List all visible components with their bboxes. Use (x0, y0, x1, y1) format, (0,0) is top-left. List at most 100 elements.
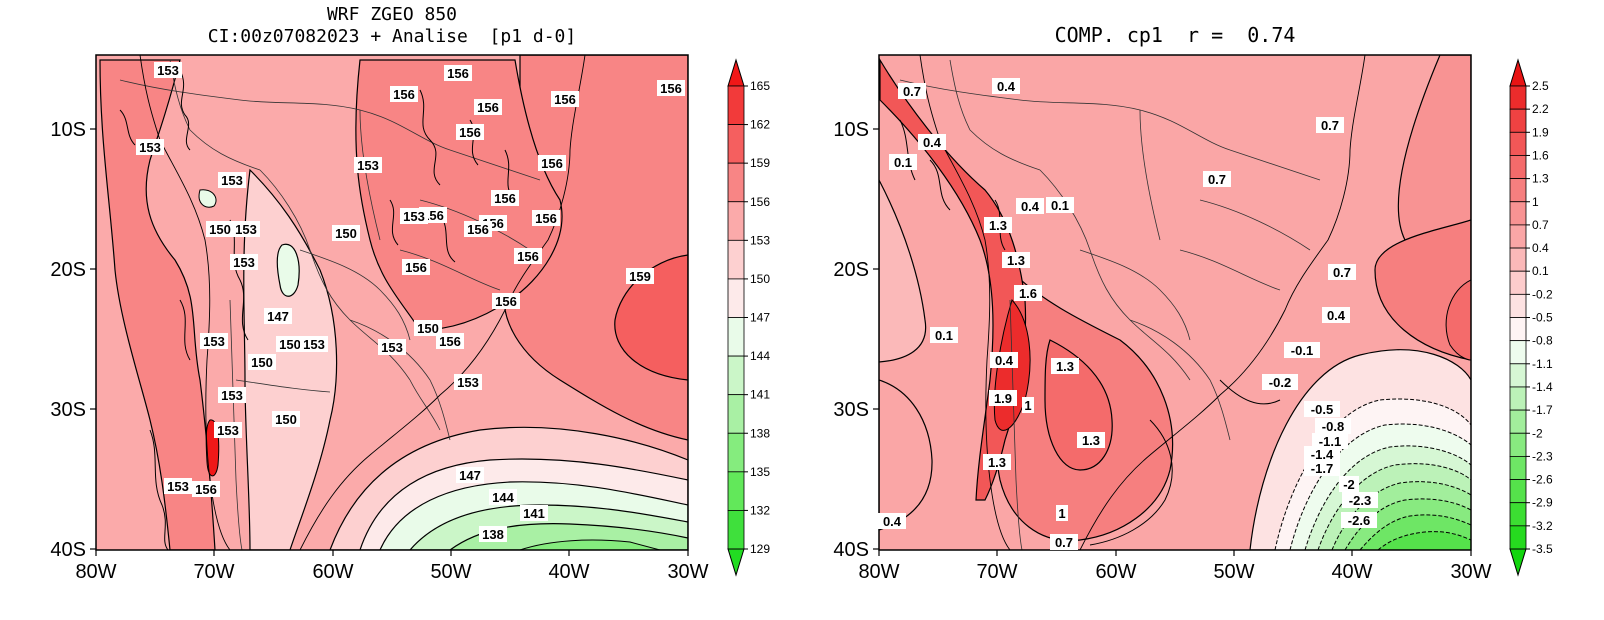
contour-label-bg (206, 221, 234, 237)
lon-tick: 30W (667, 561, 708, 583)
contour-label-bg (990, 352, 1018, 368)
contour-label-bg (264, 308, 292, 324)
contour-label-bg (532, 210, 560, 226)
contour-label: 153 (221, 173, 243, 188)
contour-label: 147 (459, 468, 481, 483)
contour-label-bg (626, 268, 654, 284)
contour-label-bg (1056, 505, 1068, 521)
colorbar-label: 1.3 (1532, 172, 1549, 186)
colorbar-label: 153 (750, 233, 770, 247)
contour-label: 0.4 (883, 514, 902, 529)
contour-label-bg (154, 62, 182, 78)
contour-label: 141 (523, 506, 545, 521)
colorbar-label: 132 (750, 503, 770, 517)
colorbar-label: 1.6 (1532, 148, 1549, 162)
contour-label-bg (489, 489, 517, 505)
contour-label: 153 (457, 375, 479, 390)
contour-label-bg (992, 78, 1020, 94)
contour-label: 156 (535, 211, 557, 226)
colorbar-label: -2.3 (1532, 449, 1553, 463)
contour-label-bg (657, 80, 685, 96)
colorbar-swatch (727, 201, 745, 241)
lon-tick: 80W (75, 561, 116, 583)
contour-label-bg (1284, 342, 1320, 358)
colorbar-swatch (1509, 317, 1527, 342)
contour-label: 156 (439, 334, 461, 349)
colorbar-label: -2 (1532, 426, 1543, 440)
colorbar-label: 165 (750, 79, 770, 93)
contour-label: 156 (195, 482, 217, 497)
map-frame (878, 54, 1472, 551)
contour-label: 1 (1058, 506, 1065, 521)
contour-label-bg (164, 478, 192, 494)
contour-label-bg (444, 65, 472, 81)
contour-label-bg (1051, 358, 1079, 374)
contour-label-bg (1304, 460, 1340, 476)
contour-label: 0.7 (1055, 535, 1073, 550)
contour-label: 159 (629, 269, 651, 284)
colorbar-swatch (727, 124, 745, 164)
contour-labels: 0.7 0.4 0.1 0.4 0.7 0.7 0.4 0.1 1.3 1.3 1.6 0.7 0.4 0… (878, 78, 1378, 550)
contour-label-bg (918, 134, 946, 150)
contour-noise (119, 69, 516, 550)
contour-label: 153 (157, 63, 179, 78)
contour-label: 147 (267, 309, 289, 324)
contour-label: 0.7 (1208, 172, 1226, 187)
contour-label: 153 (221, 388, 243, 403)
panel-title: COMP. cp1 r = 0.74 (1055, 23, 1296, 47)
lon-tick: 30W (1450, 561, 1491, 583)
contour-label: 156 (405, 260, 427, 275)
contour-label: 156 (541, 156, 563, 171)
colorbar-label: 150 (750, 272, 770, 286)
colorbar-label: -3.5 (1532, 542, 1553, 556)
contour-label: 0.1 (935, 328, 953, 343)
contour-label: 0.7 (1333, 265, 1351, 280)
contour-label-bg (400, 208, 428, 224)
contour-label: 1.3 (1056, 359, 1074, 374)
colorbar-label: -1.1 (1532, 357, 1553, 371)
contour-label: 156 (517, 249, 539, 264)
contour-label-bg (390, 86, 418, 102)
contour-label-bg (1304, 401, 1340, 417)
contour-label-bg (354, 157, 382, 173)
lat-tick: 40S (50, 539, 86, 561)
contour-label-bg (1316, 117, 1344, 133)
lon-tick: 60W (1095, 561, 1136, 583)
contour-label: 1.3 (1007, 253, 1025, 268)
colorbar-label: -2.9 (1532, 496, 1553, 510)
coastline (139, 55, 586, 550)
colorbar-swatch (1509, 108, 1527, 133)
contour-label: 0.7 (1321, 118, 1339, 133)
contour-label: 153 (357, 158, 379, 173)
contour-label-bg (479, 526, 507, 542)
contour-label-bg (898, 83, 926, 99)
contour-label: 153 (167, 479, 189, 494)
colorbar-label: 0.4 (1532, 241, 1549, 255)
colorbar-top-arrow (727, 58, 745, 87)
map-area (96, 55, 688, 550)
colorbar-label: 129 (750, 542, 770, 556)
contour-label: 150 (417, 321, 439, 336)
contour-label: 156 (554, 92, 576, 107)
lat-tick: 10S (50, 119, 86, 141)
field-135-south (519, 539, 661, 550)
colorbar-label: 162 (750, 118, 770, 132)
contour-label-bg (402, 259, 430, 275)
colorbar-swatch (1509, 270, 1527, 295)
contour-label-bg (1262, 374, 1298, 390)
colorbar-swatch (1509, 386, 1527, 411)
contour-label: 1.6 (1019, 286, 1037, 301)
lon-axis: 80W 70W 60W 50W 40W 30W (75, 550, 709, 583)
contour-label: -0.1 (1291, 343, 1313, 358)
colorbar-swatch (727, 162, 745, 203)
colorbar-swatch (1509, 502, 1527, 527)
field-0.1-west (879, 179, 927, 363)
lat-axis: 10S 20S 30S 40S (50, 119, 96, 561)
contour-label-bg (1341, 512, 1377, 528)
contour-label-bg (1014, 285, 1042, 301)
lon-tick: 60W (312, 561, 353, 583)
lat-tick: 30S (833, 399, 869, 421)
contour-label: 156 (459, 125, 481, 140)
contour-label: 153 (233, 255, 255, 270)
